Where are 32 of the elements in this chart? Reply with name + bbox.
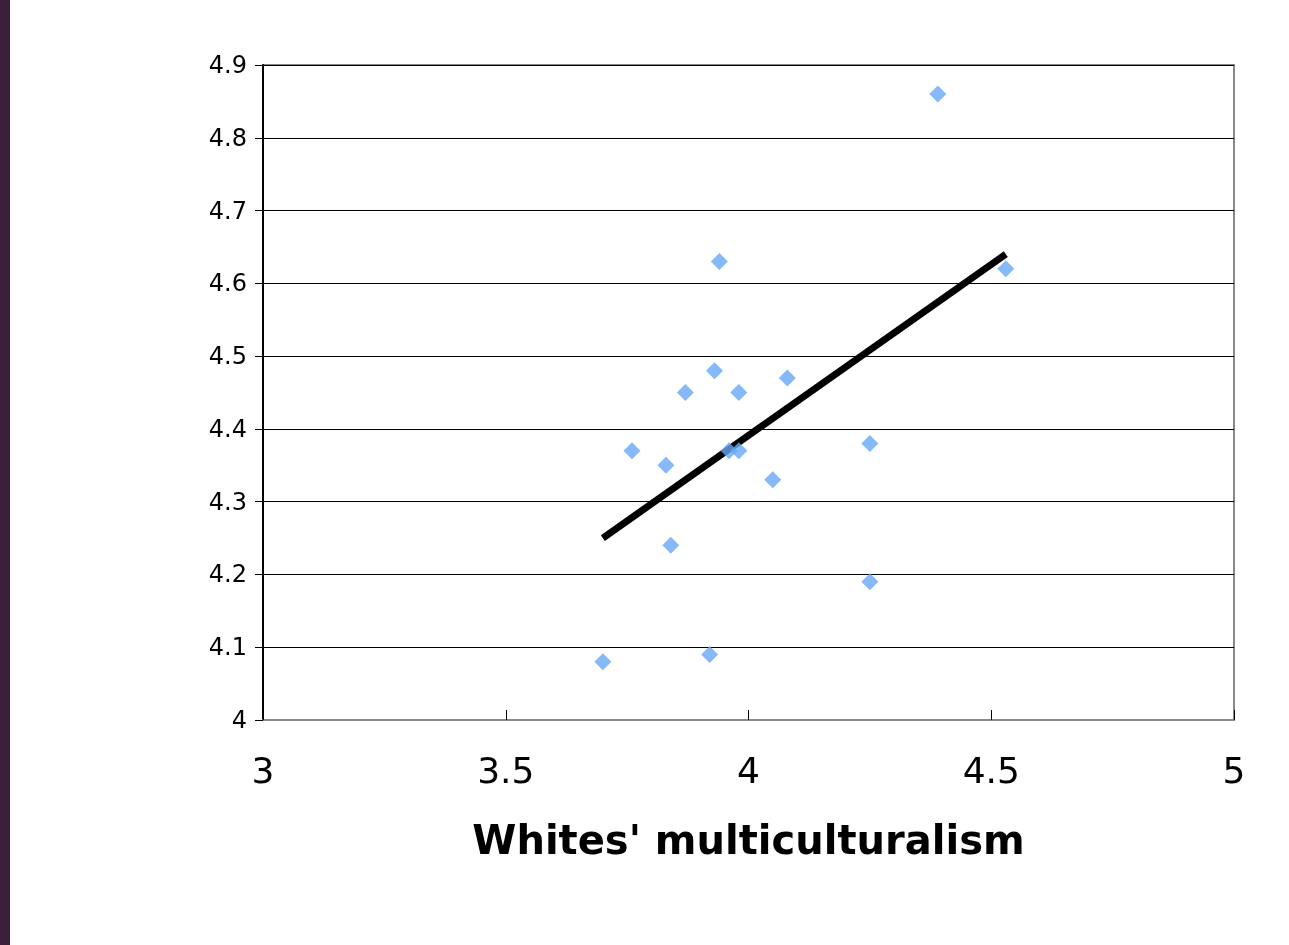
point bbox=[861, 434, 879, 452]
point bbox=[662, 536, 680, 554]
y-tick-label: 4.3 bbox=[208, 487, 247, 516]
x-tick-label: 4.5 bbox=[962, 749, 1020, 791]
x-tick-label: 3 bbox=[251, 749, 275, 791]
point bbox=[710, 253, 728, 270]
y-tick-label: 4.5 bbox=[208, 342, 247, 371]
point bbox=[730, 442, 748, 460]
x-tick-label: 3.5 bbox=[477, 749, 535, 791]
y-tick-label: 4.2 bbox=[208, 560, 247, 589]
point bbox=[701, 646, 719, 663]
x-tick-label: 5 bbox=[1222, 749, 1246, 791]
y-tick-label: 4.9 bbox=[208, 51, 247, 79]
point bbox=[861, 573, 879, 591]
point bbox=[676, 384, 694, 401]
point bbox=[778, 369, 796, 387]
y-tick-label: 4 bbox=[231, 706, 247, 734]
x-axis-title: Whites' multiculturalism bbox=[472, 817, 1025, 863]
y-tick-label: 4.7 bbox=[208, 196, 247, 225]
x-tick-label: 4 bbox=[737, 749, 760, 791]
y-tick-label: 4.8 bbox=[208, 123, 247, 152]
point bbox=[594, 653, 612, 671]
y-tick-label: 4.1 bbox=[208, 633, 247, 662]
y-tick-label: 4.6 bbox=[208, 269, 247, 298]
point bbox=[706, 362, 724, 380]
point bbox=[657, 456, 675, 474]
point bbox=[764, 471, 782, 489]
point bbox=[929, 85, 947, 103]
y-tick-label: 4.4 bbox=[208, 414, 247, 443]
point bbox=[997, 260, 1015, 278]
point bbox=[730, 384, 748, 401]
point bbox=[623, 442, 641, 460]
